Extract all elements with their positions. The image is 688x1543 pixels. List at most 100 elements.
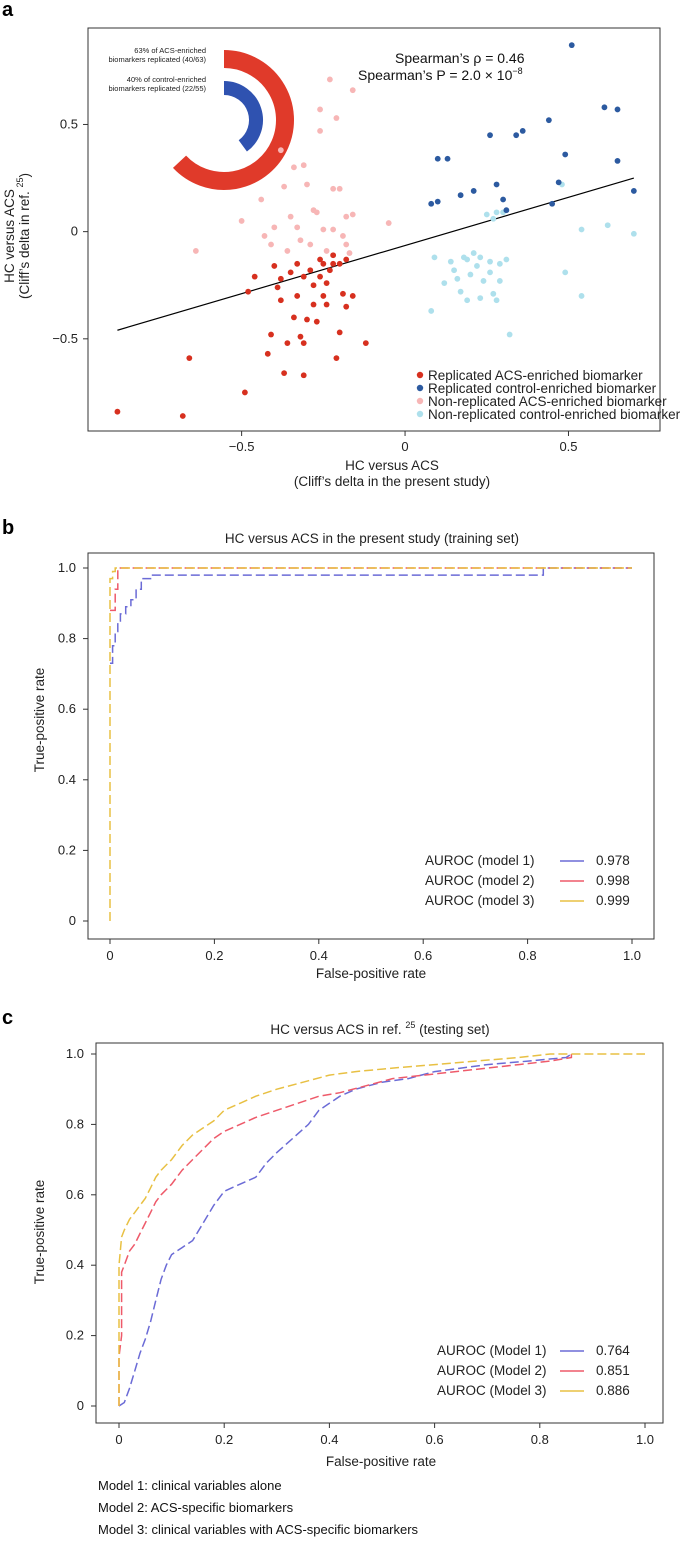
panel-c-legend-value-3: 0.886 [596,1383,630,1398]
legend-marker-replicated-control [416,384,424,392]
panel-c-x-tick-label: 0.4 [320,1432,338,1447]
scatter-point-replicated-control [614,106,621,113]
scatter-point-nonrep-acs [330,226,337,233]
donut-inner-arc [223,81,263,152]
scatter-point-nonrep-acs [343,213,350,220]
scatter-point-replicated-acs [323,280,330,286]
scatter-point-nonrep-control [457,288,464,295]
scatter-point-nonrep-control [441,280,448,286]
scatter-point-nonrep-acs [261,233,268,239]
panel-c-y-tick-label: 0.2 [66,1328,84,1343]
scatter-point-replicated-control [444,155,451,162]
scatter-point-replicated-control [487,132,493,139]
donut-outer-arc [172,50,294,190]
scatter-point-replicated-control [493,181,500,188]
donut-inner-label-1: 40% of control-enriched [127,75,206,84]
scatter-points [114,42,637,419]
scatter-point-replicated-control [519,127,526,134]
scatter-point-replicated-acs [349,293,356,299]
scatter-point-nonrep-acs [284,248,291,254]
panel-a-ylabel-2: (Cliff’s delta in ref. 25) [15,173,32,299]
scatter-point-replicated-acs [320,293,327,299]
scatter-point-nonrep-control [493,209,500,216]
panel-a-legend: Replicated ACS-enriched biomarker Replic… [416,368,681,422]
panel-c-legend-label-2: AUROC (Model 2) [437,1363,547,1378]
scatter-point-nonrep-control [477,254,484,261]
panel-c-roc-curve-model-2 [118,1054,573,1406]
scatter-point-nonrep-control [464,297,471,304]
scatter-point-nonrep-acs [385,220,392,226]
panel-b-legend-label-2: AUROC (model 2) [425,873,535,888]
panel-c-title-text: HC versus ACS in ref. [270,1022,405,1037]
footer-model-2: Model 2: ACS-specific biomarkers [98,1500,294,1515]
panel-b-x-tick-label: 0.8 [519,948,537,963]
legend-marker-nonrep-control [416,410,424,418]
panel-c-y-tick-label: 0.6 [66,1187,84,1202]
scatter-point-nonrep-acs [320,226,327,233]
panel-b-x-tick-label: 1.0 [623,948,641,963]
panel-c-legend-value-1: 0.764 [596,1343,630,1358]
panel-b-x-tick-label: 0.2 [205,948,223,963]
panel-a-ylabel-close: ) [17,173,32,178]
scatter-point-replicated-control [555,179,562,186]
scatter-point-replicated-control [568,42,575,49]
scatter-point-nonrep-acs [336,185,343,192]
regression-line [117,177,635,331]
panel-b: b HC versus ACS in the present study (tr… [2,517,655,981]
scatter-point-nonrep-control [431,254,438,261]
scatter-point-replicated-acs [277,297,284,304]
donut-outer-label-1: 63% of ACS-enriched [134,46,206,55]
scatter-point-replicated-control [630,188,637,194]
scatter-point-replicated-control [562,151,569,158]
panel-b-roc-curve-model-1 [110,567,632,665]
scatter-point-nonrep-control [630,230,637,237]
scatter-point-nonrep-acs [326,76,333,83]
panel-b-plot-frame [87,552,655,940]
panel-c-title-suffix: (testing set) [415,1022,489,1037]
scatter-point-replicated-acs [333,355,340,362]
panel-b-x-tick-label: 0.6 [414,948,432,963]
panel-a-x-tick-label: 0 [401,439,408,454]
panel-a-ylabel-ref: 25 [15,177,25,187]
panel-a: a 63% of ACS-enriched biomarkers replica… [2,0,681,489]
scatter-point-nonrep-control [496,278,503,284]
panel-c-title-ref: 25 [405,1020,415,1030]
panel-a-x-tick-label: 0.5 [559,439,577,454]
scatter-point-replicated-acs [330,260,337,267]
scatter-point-nonrep-control [483,211,490,218]
panel-b-ylabel: True-positive rate [32,668,47,773]
scatter-point-nonrep-acs [317,106,323,113]
scatter-point-nonrep-acs [307,241,314,248]
panel-a-y-tick-label: −0.5 [52,331,78,346]
scatter-point-replicated-acs [304,316,310,323]
scatter-point-nonrep-control [496,260,503,267]
panel-c-x-tick-label: 1.0 [636,1432,654,1447]
panel-a-axis-ticks: −0.5 0 0.5 −0.5 0 0.5 [52,116,577,454]
scatter-point-nonrep-acs [330,185,337,192]
scatter-point-nonrep-acs [258,196,265,203]
scatter-point-replicated-acs [300,372,307,379]
panel-a-xlabel-2: (Cliff’s delta in the present study) [294,474,490,489]
panel-c: c HC versus ACS in ref. 25 (testing set)… [2,1007,664,1469]
scatter-point-replicated-acs [179,413,186,419]
panel-b-y-tick-label: 0.4 [58,772,76,787]
scatter-point-replicated-acs [340,290,346,297]
scatter-point-nonrep-control [490,215,497,222]
scatter-point-replicated-control [434,155,441,162]
panel-b-x-tick-label: 0 [106,948,113,963]
scatter-point-replicated-acs [251,273,258,280]
scatter-point-nonrep-control [487,269,493,276]
panel-b-y-tick-label: 0.2 [58,842,76,857]
scatter-point-nonrep-acs [287,213,294,220]
scatter-point-nonrep-control [562,269,569,276]
scatter-point-nonrep-acs [294,224,301,231]
scatter-point-replicated-control [428,200,435,207]
spearman-p: Spearman’s P = 2.0 × 10−8 [358,66,523,83]
replication-donut [172,50,294,190]
panel-b-y-tick-label: 0 [69,913,76,928]
scatter-point-nonrep-acs [340,233,346,239]
legend-nonrep-control: Non-replicated control-enriched biomarke… [428,407,681,422]
scatter-point-replicated-acs [297,333,304,340]
panel-c-y-tick-label: 0.8 [66,1116,84,1131]
panel-a-ylabel-2-text: (Cliff’s delta in ref. [17,187,32,299]
